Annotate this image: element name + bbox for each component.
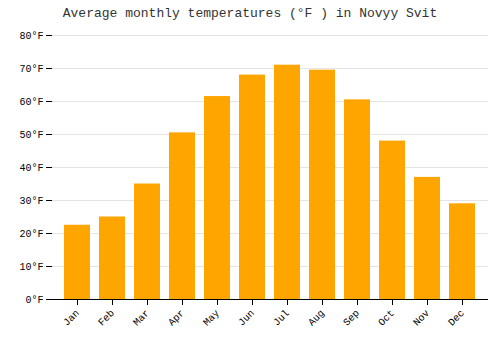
svg-text:Jan: Jan: [61, 308, 82, 329]
svg-text:50°F: 50°F: [19, 130, 43, 141]
svg-text:Apr: Apr: [166, 308, 187, 329]
svg-text:60°F: 60°F: [19, 97, 43, 108]
svg-text:80°F: 80°F: [19, 31, 43, 42]
svg-text:Dec: Dec: [446, 308, 467, 329]
svg-text:10°F: 10°F: [19, 262, 43, 273]
html-text:Average monthly temperatures (: Average monthly temperatures (°F ) in No…: [62, 6, 438, 21]
svg-text:30°F: 30°F: [19, 196, 43, 207]
svg-text:Nov: Nov: [411, 308, 432, 329]
svg-text:Feb: Feb: [96, 308, 117, 329]
svg-text:40°F: 40°F: [19, 163, 43, 174]
svg-text:Mar: Mar: [131, 308, 152, 329]
svg-text:0°F: 0°F: [25, 295, 43, 306]
svg-text:Oct: Oct: [376, 308, 397, 329]
svg-text:Sep: Sep: [341, 308, 362, 329]
svg-text:Jun: Jun: [236, 308, 257, 329]
svg-text:Jul: Jul: [271, 308, 292, 329]
svg-text:Aug: Aug: [306, 308, 327, 329]
svg-text:May: May: [201, 308, 222, 329]
svg-text:20°F: 20°F: [19, 229, 43, 240]
svg-text:70°F: 70°F: [19, 64, 43, 75]
